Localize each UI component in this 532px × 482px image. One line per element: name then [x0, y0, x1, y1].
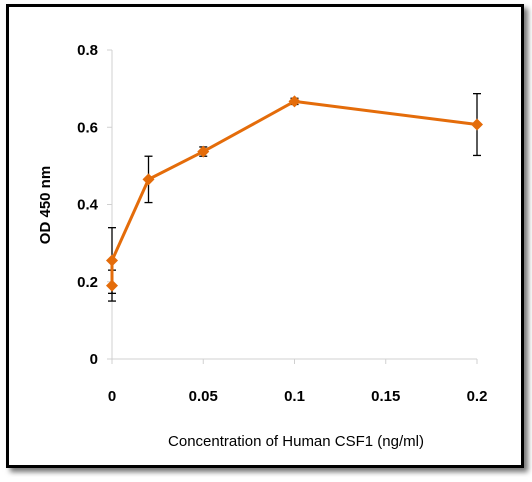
y-tick-label: 0.4 — [77, 197, 99, 214]
data-point — [197, 145, 210, 158]
axes — [107, 49, 478, 364]
y-tick-label: 0.8 — [77, 42, 98, 59]
y-tick-label: 0.6 — [77, 119, 98, 136]
x-axis-title: Concentration of Human CSF1 (ng/ml) — [168, 433, 424, 450]
x-tick-label: 0.05 — [189, 388, 218, 405]
y-tick-label: 0 — [90, 351, 98, 368]
x-tick-label: 0 — [108, 388, 116, 405]
x-tick-label: 0.1 — [284, 388, 305, 405]
data-point — [471, 118, 483, 131]
x-tick-label: 0.2 — [467, 388, 488, 405]
error-bars — [108, 92, 481, 302]
data-series — [110, 99, 478, 286]
data-point — [106, 279, 118, 292]
data-point — [142, 173, 155, 186]
data-point — [288, 95, 301, 108]
x-tick-label: 0.15 — [371, 388, 400, 405]
y-axis-title: OD 450 nm — [37, 166, 54, 244]
tick-labels: 0 0.2 0.4 0.6 0.8 0 0.05 0.1 0.15 0.2 — [77, 42, 487, 405]
chart-frame — [6, 4, 524, 468]
y-tick-label: 0.2 — [77, 274, 98, 291]
data-markers — [106, 95, 483, 292]
data-point — [106, 254, 118, 267]
series-line — [110, 99, 478, 286]
